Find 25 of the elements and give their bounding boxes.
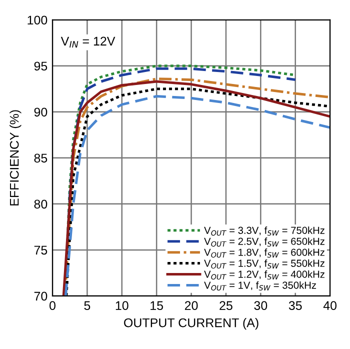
x-tick-label: 20	[184, 301, 198, 310]
y-tick-label: 85	[34, 154, 48, 163]
y-tick-label: 100	[28, 16, 48, 25]
y-tick-label: 75	[34, 246, 48, 255]
x-tick-label: 40	[323, 301, 337, 310]
x-tick-label: 35	[288, 301, 302, 310]
y-tick-label: 70	[34, 292, 48, 301]
y-axis-title: EFFICIENCY (%)	[10, 110, 22, 206]
annotation: V$_{IN}$ = 12V	[60, 36, 116, 48]
x-tick-label: 5	[84, 301, 90, 310]
x-tick-label: 30	[254, 301, 268, 310]
x-axis-title: OUTPUT CURRENT (A)	[124, 318, 258, 330]
y-tick-label: 90	[34, 108, 48, 117]
legend-label: V$_{OUT}$ = 1V, f$_{SW}$ = 350kHz	[204, 281, 316, 290]
x-tick-label: 0	[50, 301, 56, 310]
y-tick-label: 95	[34, 62, 48, 71]
legend-label: V$_{OUT}$ = 3.3V, f$_{SW}$ = 750kHz	[204, 226, 324, 236]
legend-label: V$_{OUT}$ = 1.8V, f$_{SW}$ = 600kHz	[204, 248, 324, 258]
legend-label: V$_{OUT}$ = 2.5V, f$_{SW}$ = 650kHz	[204, 237, 324, 247]
x-tick-label: 25	[220, 301, 232, 310]
y-tick-label: 80	[34, 200, 48, 209]
x-tick-label: 15	[150, 301, 164, 310]
legend-label: V$_{OUT}$ = 1.5V, f$_{SW}$ = 550kHz	[204, 259, 324, 269]
legend-label: V$_{OUT}$ = 1.2V, f$_{SW}$ = 400kHz	[204, 270, 324, 280]
x-tick-label: 10	[116, 301, 128, 310]
